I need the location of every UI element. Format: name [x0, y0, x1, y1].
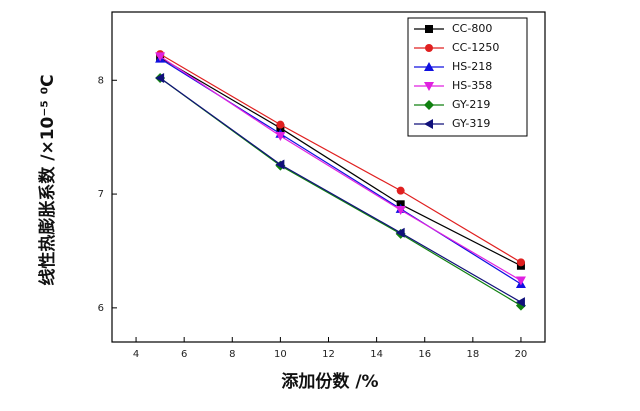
legend-label: CC-800: [452, 22, 492, 35]
data-point: [275, 132, 286, 142]
x-axis-label: 添加份数 /%: [281, 371, 378, 392]
y-tick-label: 8: [98, 75, 104, 86]
legend-box: [407, 17, 528, 137]
x-tick-label: 16: [418, 349, 431, 360]
legend-marker: [424, 62, 434, 71]
y-axis-label: 线性热膨胀系数 /×10⁻⁵ ⁰C: [37, 74, 58, 285]
legend-label: GY-219: [452, 98, 490, 111]
data-point: [395, 227, 405, 238]
x-tick-label: 8: [229, 349, 235, 360]
y-tick-label: 6: [98, 303, 104, 314]
series-line: [159, 55, 522, 282]
data-point: [155, 52, 166, 62]
legend-marker: [424, 82, 434, 91]
legend-marker: [425, 25, 433, 33]
data-point: [275, 159, 285, 170]
legend-label: GY-319: [452, 117, 490, 130]
data-point: [515, 297, 525, 308]
legend-marker: [424, 119, 433, 129]
series-line: [159, 77, 522, 303]
x-tick-label: 20: [515, 349, 528, 360]
y-tick-label: 7: [98, 189, 104, 200]
legend-marker: [424, 100, 434, 110]
legend-label: HS-358: [452, 79, 492, 92]
data-point: [276, 120, 285, 129]
x-tick-label: 6: [181, 349, 187, 360]
legend-label: CC-1250: [452, 41, 499, 54]
data-point: [155, 73, 165, 83]
data-point: [395, 206, 406, 215]
series-line: [159, 53, 522, 263]
series-line: [159, 56, 522, 267]
x-tick-label: 4: [133, 349, 139, 360]
x-tick-label: 10: [274, 349, 287, 360]
x-tick-label: 18: [466, 349, 479, 360]
x-tick-label: 12: [322, 349, 335, 360]
data-point: [515, 276, 526, 286]
data-point: [516, 258, 525, 267]
x-tick-label: 14: [370, 349, 383, 360]
data-point: [396, 186, 405, 195]
legend-marker: [425, 44, 433, 52]
legend-label: HS-218: [452, 60, 492, 73]
